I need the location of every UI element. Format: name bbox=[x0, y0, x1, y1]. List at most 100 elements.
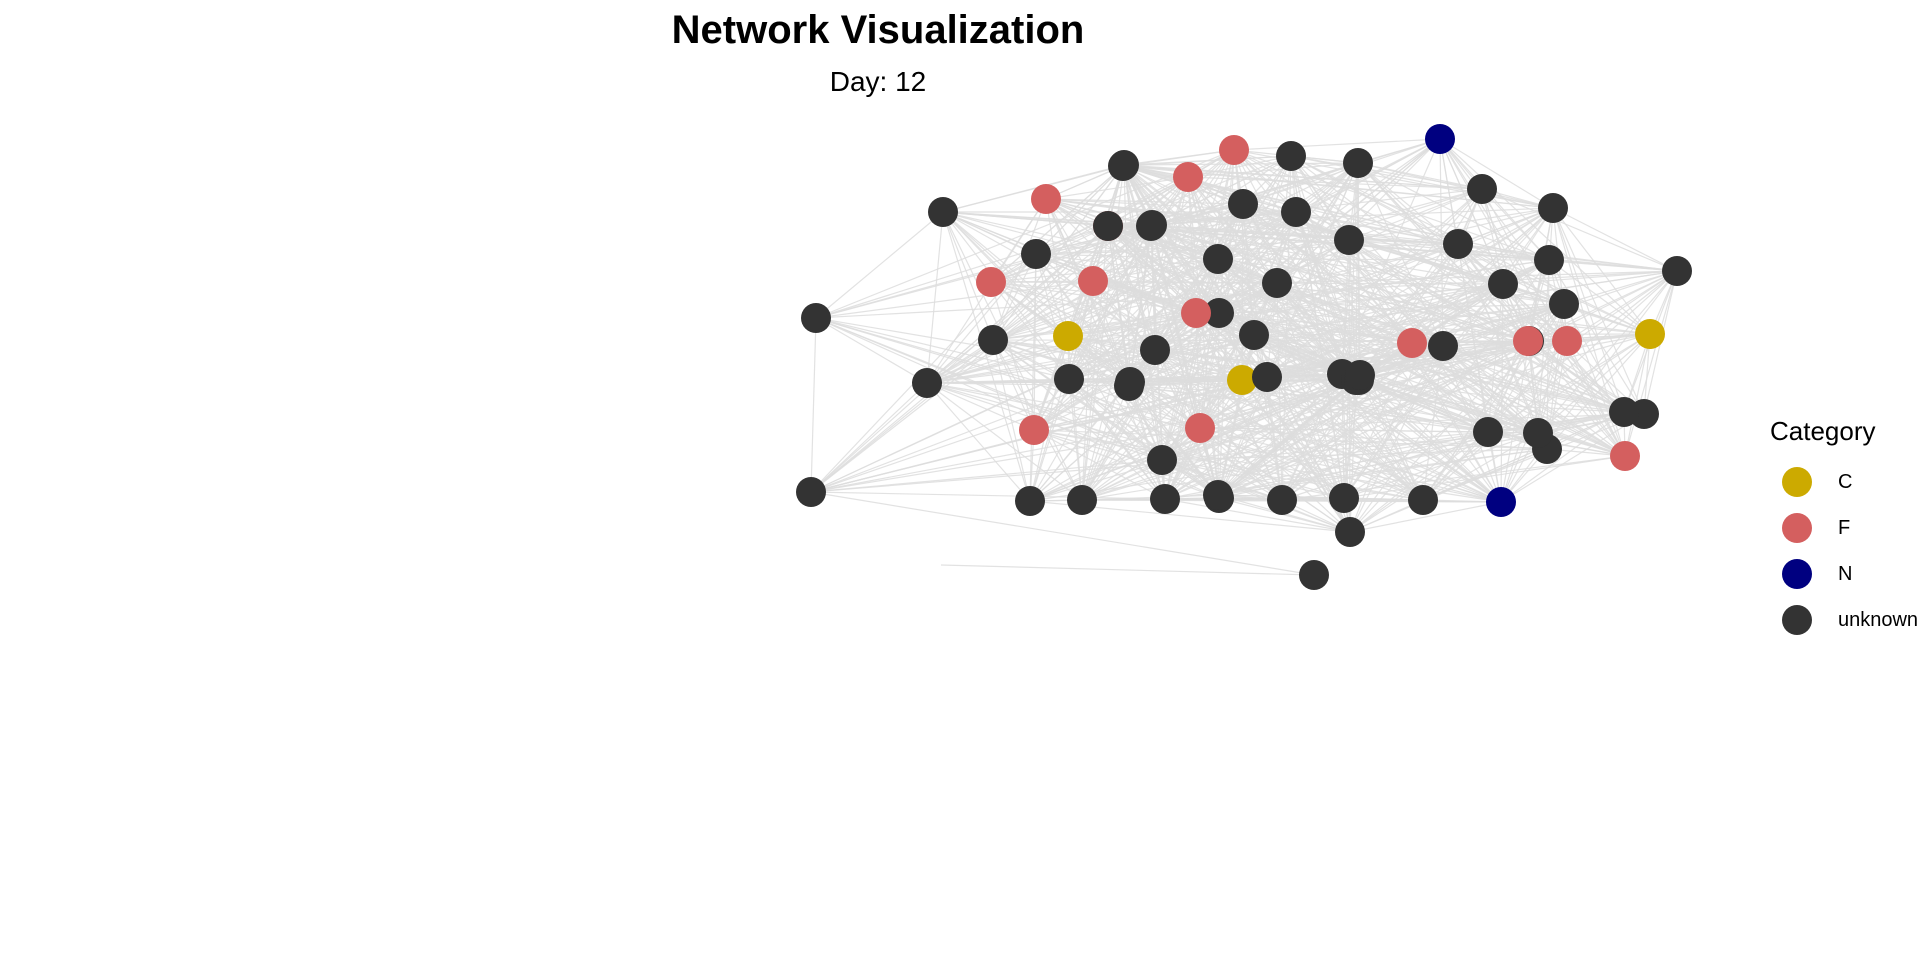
network-edge bbox=[810, 382, 928, 493]
network-edge bbox=[1548, 259, 1678, 272]
network-node-unknown bbox=[1093, 211, 1123, 241]
network-node-unknown bbox=[1343, 148, 1373, 178]
network-edge bbox=[1537, 303, 1565, 434]
network-edge bbox=[1439, 138, 1554, 209]
network-edge bbox=[1035, 165, 1124, 255]
legend-label-unknown: unknown bbox=[1838, 608, 1919, 631]
network-edge bbox=[926, 382, 1035, 431]
network-edge bbox=[1029, 379, 1243, 502]
network-edge bbox=[1487, 333, 1651, 433]
network-edge bbox=[1081, 280, 1094, 501]
network-edge bbox=[1552, 207, 1645, 415]
network-node-unknown bbox=[1335, 517, 1365, 547]
network-node-unknown bbox=[1345, 360, 1375, 390]
network-edge bbox=[1552, 207, 1651, 335]
network-node-unknown bbox=[978, 325, 1008, 355]
legend: Category C F N unknown bbox=[1770, 416, 1918, 643]
network-node-unknown bbox=[1203, 480, 1233, 510]
network-edge bbox=[1033, 379, 1243, 431]
network-edge bbox=[1199, 427, 1351, 533]
network-edge bbox=[926, 382, 1083, 501]
network-edge bbox=[1359, 374, 1626, 457]
network-edge bbox=[1217, 374, 1361, 496]
network-edge bbox=[815, 270, 1678, 319]
network-node-unknown bbox=[1329, 483, 1359, 513]
legend-swatch-c bbox=[1782, 467, 1812, 497]
network-edge bbox=[1199, 379, 1360, 429]
network-node-unknown bbox=[1228, 189, 1258, 219]
network-edge bbox=[1161, 459, 1345, 499]
network-edge bbox=[1068, 283, 1504, 380]
network-edge bbox=[1092, 258, 1219, 282]
network-node-unknown bbox=[1137, 210, 1167, 240]
network-edge bbox=[1029, 498, 1166, 502]
network-edge bbox=[1199, 427, 1283, 501]
network-node-unknown bbox=[1147, 445, 1177, 475]
network-edge bbox=[990, 281, 1156, 351]
network-node-unknown bbox=[1267, 485, 1297, 515]
network-node-unknown bbox=[1203, 244, 1233, 274]
network-edge bbox=[810, 459, 1163, 493]
network-edge bbox=[1546, 333, 1651, 450]
network-node-unknown bbox=[1054, 364, 1084, 394]
network-edge bbox=[1422, 432, 1539, 501]
network-edge bbox=[810, 339, 994, 493]
network-edge bbox=[1233, 138, 1441, 151]
network-edge bbox=[1107, 225, 1131, 383]
network-node-f bbox=[1219, 135, 1249, 165]
network-node-f bbox=[1181, 298, 1211, 328]
network-edge bbox=[1457, 243, 1550, 261]
network-node-unknown bbox=[912, 368, 942, 398]
network-node-unknown bbox=[796, 477, 826, 507]
network-edge bbox=[1067, 258, 1219, 337]
network-edge bbox=[1348, 239, 1625, 413]
network-edge bbox=[1241, 379, 1489, 433]
network-edge bbox=[1500, 413, 1645, 503]
network-edge bbox=[1217, 376, 1268, 496]
network-edge bbox=[1217, 494, 1424, 501]
network-edge bbox=[1187, 176, 1483, 190]
network-edge bbox=[926, 211, 944, 384]
network-node-unknown bbox=[1428, 331, 1458, 361]
network-node-f bbox=[1397, 328, 1427, 358]
network-edge bbox=[810, 317, 817, 493]
network-edge bbox=[942, 211, 1166, 500]
network-edge bbox=[1359, 374, 1502, 503]
network-edge bbox=[1290, 155, 1554, 209]
network-edge bbox=[1537, 270, 1678, 434]
network-node-unknown bbox=[1140, 335, 1170, 365]
network-edge bbox=[810, 312, 1197, 493]
network-edge bbox=[1068, 312, 1197, 380]
network-node-f bbox=[1513, 326, 1543, 356]
network-edge bbox=[992, 312, 1197, 341]
legend-label-c: C bbox=[1838, 470, 1853, 493]
network-edge bbox=[1457, 243, 1678, 272]
network-edge bbox=[1195, 259, 1550, 314]
network-edge bbox=[1122, 165, 1297, 213]
network-edge bbox=[1035, 243, 1459, 255]
network-edge bbox=[1151, 224, 1156, 351]
network-edge bbox=[926, 335, 1069, 384]
network-node-unknown bbox=[1015, 486, 1045, 516]
network-edge bbox=[1253, 334, 1424, 501]
network-edge bbox=[1164, 340, 1530, 500]
network-nodes bbox=[796, 124, 1692, 590]
network-edge bbox=[1129, 334, 1255, 383]
network-node-unknown bbox=[1662, 256, 1692, 286]
network-node-unknown bbox=[1538, 193, 1568, 223]
network-edge bbox=[815, 211, 944, 319]
network-edge bbox=[1068, 378, 1163, 461]
network-edge bbox=[1107, 225, 1413, 344]
network-edge bbox=[1217, 188, 1483, 260]
network-edge bbox=[1128, 303, 1565, 387]
network-edge bbox=[1343, 432, 1539, 499]
network-node-unknown bbox=[1262, 268, 1292, 298]
network-edge bbox=[1033, 429, 1166, 500]
legend-label-f: F bbox=[1838, 516, 1851, 539]
network-edge bbox=[1033, 429, 1220, 499]
network-node-unknown bbox=[1108, 151, 1138, 181]
network-edge bbox=[1161, 374, 1361, 461]
network-edge bbox=[1527, 340, 1625, 413]
network-edge bbox=[1359, 374, 1489, 433]
network-edge bbox=[1081, 427, 1201, 501]
